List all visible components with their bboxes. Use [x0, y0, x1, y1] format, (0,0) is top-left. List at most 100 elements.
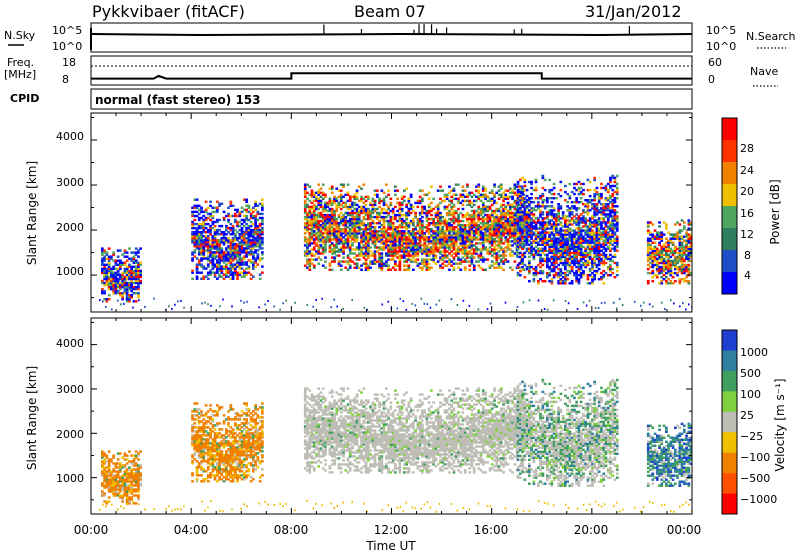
power-echo-cell	[466, 236, 469, 239]
power-echo-cell	[421, 260, 424, 263]
power-echo-cell	[613, 215, 617, 218]
power-echo-cell	[534, 249, 538, 252]
power-echo-cell	[398, 232, 402, 235]
power-echo-cell	[339, 207, 343, 211]
power-echo-cell	[369, 228, 372, 231]
power-echo-cell	[523, 221, 527, 224]
power-echo-cell	[394, 236, 397, 239]
power-echo-cell	[486, 224, 490, 227]
power-echo-cell	[227, 275, 230, 278]
power-echo-cell	[548, 280, 551, 283]
power-echo-cell	[112, 251, 115, 254]
power-echo-cell	[378, 248, 381, 251]
power-echo-cell	[231, 267, 235, 270]
power-echo-cell	[137, 255, 140, 258]
power-echo-cell	[405, 224, 408, 227]
power-echo-cell	[240, 218, 244, 222]
power-echo-cell	[504, 217, 508, 221]
power-echo-cell	[312, 226, 316, 229]
power-echo-cell	[335, 207, 339, 211]
power-echo-cell	[394, 248, 397, 251]
power-echo-cell	[534, 269, 538, 273]
power-echo-cell	[258, 202, 262, 205]
power-echo-cell	[364, 254, 368, 257]
power-echo-cell	[591, 245, 594, 248]
power-echo-cell	[454, 236, 458, 239]
power-echo-cell	[220, 257, 224, 260]
power-echo-cell	[484, 234, 487, 237]
power-echo-cell	[308, 234, 312, 237]
power-echo-cell	[394, 246, 397, 249]
power-echo-cell	[573, 219, 576, 222]
power-echo-cell	[495, 266, 499, 269]
power-echo-cell	[548, 223, 551, 226]
power-echo-cell	[421, 215, 424, 219]
power-echo-cell	[530, 233, 533, 236]
power-echo-cell	[114, 271, 118, 275]
power-echo-cell	[495, 201, 499, 205]
power-echo-cell	[130, 251, 133, 254]
power-echo-cell	[132, 287, 136, 291]
power-echo-cell	[615, 263, 619, 267]
power-echo-cell	[649, 265, 652, 269]
power-echo-cell	[555, 271, 558, 275]
power-echo-cell	[528, 223, 531, 226]
power-echo-cell	[238, 224, 242, 228]
power-echo-cell	[427, 236, 431, 239]
power-echo-cell	[432, 230, 435, 233]
power-echo-cell	[457, 207, 460, 211]
power-echo-cell	[312, 242, 316, 245]
power-echo-cell	[308, 250, 312, 253]
power-echo-cell	[528, 239, 531, 242]
power-echo-cell	[570, 257, 574, 261]
power-echo-cell	[550, 188, 554, 192]
power-echo-cell	[459, 232, 463, 235]
power-echo-cell	[459, 242, 463, 245]
power-echo-cell	[615, 221, 619, 224]
power-echo-cell	[211, 251, 215, 254]
power-echo-cell	[521, 235, 524, 238]
power-echo-cell	[195, 267, 199, 270]
power-echo-cell	[101, 251, 104, 254]
power-echo-cell	[371, 242, 375, 245]
power-echo-cell	[519, 190, 522, 194]
power-echo-cell	[439, 211, 442, 215]
power-echo-cell	[468, 268, 472, 271]
power-echo-cell	[398, 248, 402, 251]
power-echo-cell	[234, 255, 237, 258]
power-echo-cell	[552, 263, 556, 267]
power-echo-cell	[421, 236, 424, 239]
power-echo-cell	[532, 267, 536, 271]
power-echo-cell	[373, 254, 377, 257]
power-echo-cell	[445, 228, 449, 231]
power-echo-cell	[615, 197, 619, 200]
power-echo-cell	[238, 257, 242, 260]
power-echo-cell	[364, 262, 368, 265]
power-echo-cell	[579, 243, 583, 246]
power-echo-cell	[421, 197, 424, 200]
power-echo-cell	[452, 209, 456, 213]
power-echo-cell	[330, 226, 334, 229]
power-echo-cell	[606, 239, 610, 242]
power-echo-cell	[418, 217, 422, 221]
power-echo-cell	[579, 192, 583, 196]
power-echo-cell	[387, 222, 390, 225]
power-echo-cell	[454, 244, 458, 247]
power-echo-cell	[373, 222, 377, 225]
power-echo-cell	[105, 298, 109, 301]
power-echo-cell	[550, 231, 554, 234]
power-echo-cell	[231, 259, 235, 262]
power-echo-cell	[552, 229, 556, 232]
power-echo-cell	[317, 207, 321, 211]
power-echo-cell	[376, 215, 379, 219]
power-echo-cell	[249, 220, 253, 224]
power-echo-cell	[328, 224, 332, 227]
power-echo-cell	[328, 203, 332, 207]
power-echo-cell	[561, 271, 565, 275]
power-echo-cell	[525, 267, 529, 271]
power-echo-cell	[412, 246, 415, 249]
power-echo-cell	[555, 229, 558, 232]
power-echo-cell	[380, 234, 384, 237]
power-echo-cell	[459, 195, 463, 198]
power-echo-cell	[227, 245, 230, 248]
